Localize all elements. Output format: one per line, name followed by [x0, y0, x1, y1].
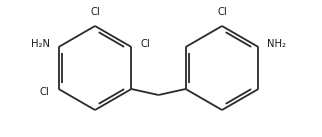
Text: Cl: Cl — [90, 7, 100, 17]
Text: Cl: Cl — [40, 87, 50, 97]
Text: Cl: Cl — [217, 7, 227, 17]
Text: Cl: Cl — [140, 39, 150, 49]
Text: H₂N: H₂N — [31, 39, 50, 49]
Text: NH₂: NH₂ — [267, 39, 286, 49]
